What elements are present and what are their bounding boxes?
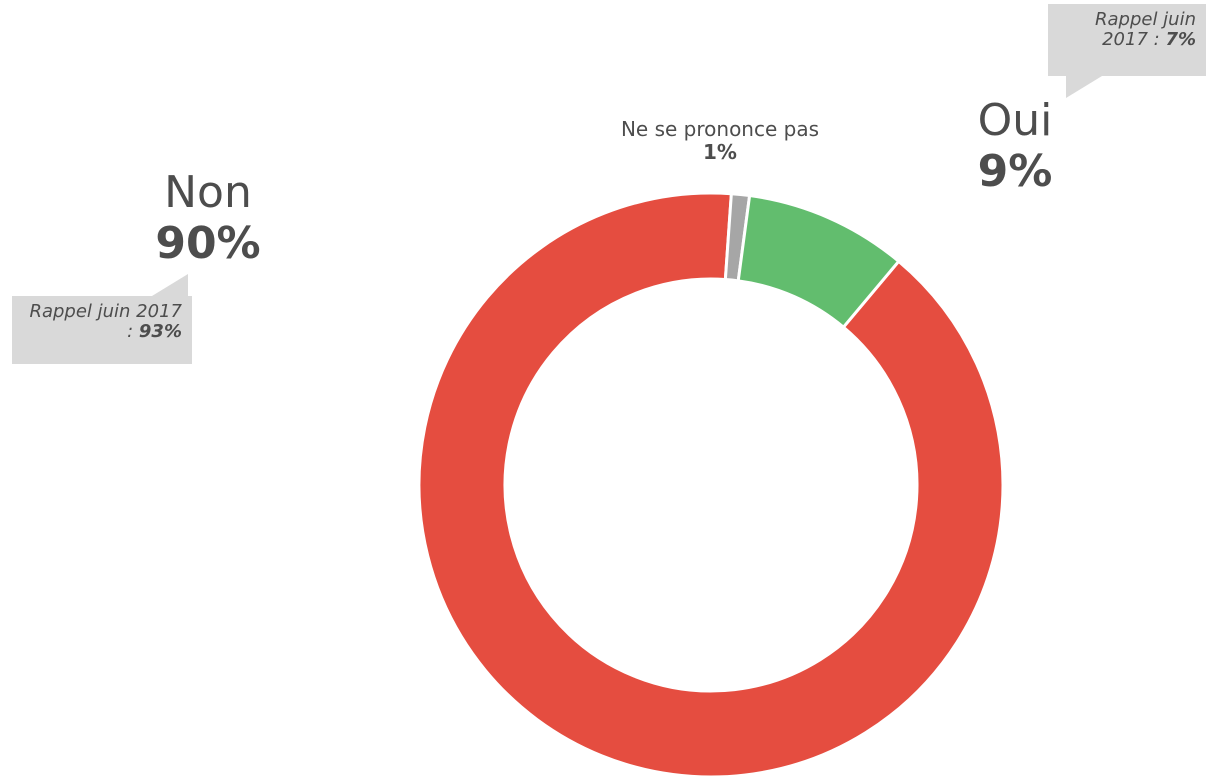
callout-oui-value: 7% [1165,29,1196,51]
slice-oui [736,193,901,330]
label-nsp-value: 1% [703,140,737,164]
label-oui-value: 9% [977,145,1053,197]
callout-non-tail [152,274,188,296]
callout-oui-prefix: Rappel juin 2017 : [1094,9,1196,51]
slice-non [417,191,1005,779]
label-non-name: Non [164,167,252,218]
label-nsp-name: Ne se prononce pas [620,117,820,141]
callout-non-value: 93% [138,321,182,343]
callout-oui-text: Rappel juin 2017 : 7% [1058,9,1196,51]
label-oui: Oui 9% [935,95,1095,197]
callout-non-text: Rappel juin 2017 : 93% [22,301,182,343]
callout-oui: Rappel juin 2017 : 7% [1048,4,1206,98]
label-oui-name: Oui [977,95,1053,146]
label-non: Non 90% [118,167,298,269]
callout-oui-tail [1066,76,1102,98]
callout-non: Rappel juin 2017 : 93% [12,274,192,364]
label-non-value: 90% [155,217,261,269]
label-nsp: Ne se prononce pas 1% [580,118,860,164]
callout-non-prefix: Rappel juin 2017 : [29,301,182,343]
